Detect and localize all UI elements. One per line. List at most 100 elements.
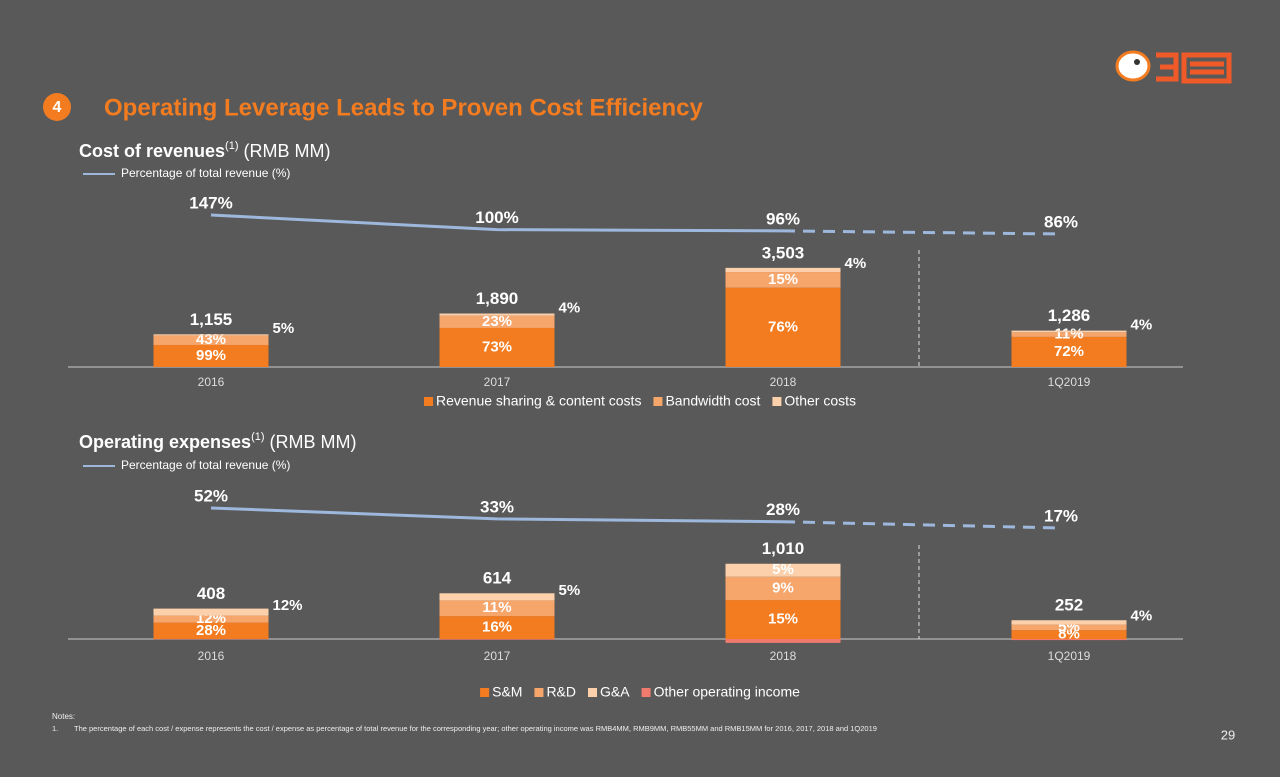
chart-subtitle: (RMB MM) — [270, 432, 357, 452]
segment-label: 5% — [559, 582, 581, 599]
segment-label: 4% — [1131, 316, 1153, 333]
bar-segment — [439, 315, 555, 328]
segment-label: 5% — [772, 561, 794, 578]
bar-segment — [725, 563, 841, 577]
line-dashed — [782, 520, 1062, 530]
line-label: 100% — [475, 208, 518, 227]
bar-segment — [153, 335, 269, 345]
segment-label: 4% — [559, 300, 581, 317]
total-label: 1,286 — [1048, 306, 1091, 325]
line-label: 17% — [1044, 506, 1078, 525]
legend-swatch — [423, 397, 433, 406]
bar-segment — [439, 313, 555, 316]
bar-segment — [153, 344, 269, 367]
line-label: 33% — [480, 497, 514, 516]
legend-swatch — [772, 397, 782, 406]
legend-label: Other costs — [784, 393, 856, 409]
segment-label: 73% — [482, 338, 512, 355]
legend-swatch — [641, 688, 651, 697]
bar-segment — [725, 639, 841, 643]
line-legend-label: Percentage of total revenue (%) — [121, 166, 290, 180]
segment-label: 28% — [196, 622, 226, 639]
legend-label: Bandwidth cost — [665, 393, 760, 409]
badge-number: 4 — [53, 99, 62, 116]
bar-segment — [1011, 336, 1127, 367]
segment-label: 5% — [273, 320, 295, 337]
segment-label: 72% — [1054, 343, 1084, 360]
segment-label: 9% — [772, 579, 794, 596]
chart-title-note: (1) — [225, 140, 238, 152]
segment-label: 4% — [1131, 607, 1153, 624]
x-tick-label: 1Q2019 — [1048, 649, 1091, 663]
bar-segment — [1011, 624, 1127, 631]
bar-segment — [1011, 330, 1127, 333]
line-label: 86% — [1044, 212, 1078, 231]
bar-segment — [153, 334, 269, 336]
x-tick-label: 2018 — [770, 649, 797, 663]
total-label: 252 — [1055, 596, 1083, 615]
slide-title: Operating Leverage Leads to Proven Cost … — [104, 94, 703, 121]
legend-swatch — [534, 688, 544, 697]
note-text: The percentage of each cost / expense re… — [74, 724, 877, 733]
segment-label: 76% — [768, 318, 798, 335]
chart-title: Cost of revenues(1) (RMB MM) — [79, 140, 330, 161]
line-solid — [210, 506, 784, 524]
x-tick-label: 2017 — [484, 375, 511, 389]
bar-segment — [153, 608, 269, 616]
x-tick-label: 2018 — [770, 375, 797, 389]
total-label: 1,890 — [476, 289, 519, 308]
page-number: 29 — [1221, 727, 1235, 742]
bar-segment — [725, 287, 841, 367]
segment-label: 43% — [196, 331, 226, 348]
legend-label: Other operating income — [654, 684, 801, 700]
line-label: 96% — [766, 209, 800, 228]
legend: S&M R&D G&A Other operating income — [480, 684, 800, 700]
legend-label: G&A — [600, 684, 630, 700]
legend-label: Revenue sharing & content costs — [436, 393, 641, 409]
line-dashed — [782, 229, 1062, 236]
segment-label: 15% — [768, 611, 798, 628]
line-label: 147% — [189, 193, 232, 212]
note-number: 1. — [52, 724, 58, 733]
bar-segment — [439, 600, 555, 617]
bar-segment — [1011, 630, 1127, 639]
chart-title-main: Operating expenses — [79, 432, 251, 452]
bar-segment — [725, 576, 841, 601]
bar-segment — [1011, 332, 1127, 337]
legend-swatch — [588, 688, 598, 697]
total-label: 408 — [197, 584, 225, 603]
segment-label: 23% — [482, 313, 512, 330]
x-tick-label: 2016 — [198, 375, 225, 389]
x-tick-label: 2017 — [484, 649, 511, 663]
segment-label: 16% — [482, 619, 512, 636]
chart-title: Operating expenses(1) (RMB MM) — [79, 431, 357, 452]
total-label: 1,155 — [190, 310, 233, 329]
bar-segment — [725, 600, 841, 639]
total-label: 614 — [483, 569, 512, 588]
segment-label: 15% — [768, 271, 798, 288]
chart-title-main: Cost of revenues — [79, 141, 225, 161]
segment-label: 11% — [1054, 326, 1083, 343]
legend-label: S&M — [492, 684, 522, 700]
bar-segment — [725, 272, 841, 288]
total-label: 3,503 — [762, 243, 805, 262]
legend-swatch — [480, 688, 490, 697]
notes-heading: Notes: — [52, 712, 75, 721]
bar-segment — [439, 639, 555, 640]
bar-segment — [439, 616, 555, 639]
bar-segment — [1011, 639, 1127, 641]
bar-segment — [1011, 620, 1127, 625]
legend-swatch — [653, 397, 663, 406]
segment-label: 99% — [196, 347, 226, 364]
bar-segment — [439, 593, 555, 601]
x-tick-label: 1Q2019 — [1048, 375, 1091, 389]
logo — [1115, 50, 1232, 84]
segment-label: 11% — [482, 599, 511, 616]
line-label: 28% — [766, 500, 800, 519]
badge — [43, 93, 71, 121]
bar-segment — [153, 622, 269, 639]
line-label: 52% — [194, 486, 228, 505]
legend-label: R&D — [546, 684, 576, 700]
bar-segment — [153, 615, 269, 623]
